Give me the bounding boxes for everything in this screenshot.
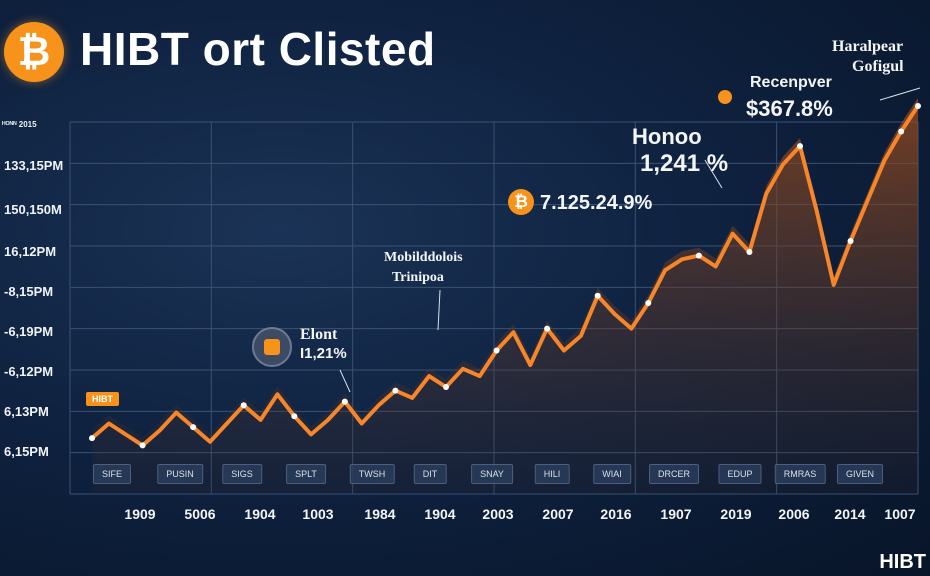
category-chip: TWSH [349,464,395,484]
coin-icon [718,90,732,104]
annotation-label: $367.8% [746,96,833,121]
x-tick-label: 2003 [482,506,514,522]
x-tick-label: 1003 [302,506,334,522]
y-tick-label: -6,19PM [4,324,54,339]
data-point [190,424,197,431]
category-chip: SIGS [222,464,262,484]
annotation-leader-line [339,369,351,393]
avatar [252,327,292,367]
category-chip: RMRAS [774,464,826,484]
bitcoin-logo-icon: ₿ [4,22,64,82]
annotation-label: 1,241 % [640,150,729,177]
x-tick-label: 2016 [600,506,632,522]
x-tick-label: 1904 [424,506,456,522]
data-point [898,128,905,135]
data-point [139,442,146,449]
data-point [392,387,399,394]
x-tick-label: 5006 [184,506,216,522]
x-tick-label: 1904 [244,506,276,522]
annotation-leader-line [437,289,441,331]
data-point [341,398,348,405]
data-point [695,252,702,259]
category-chip: SIFE [92,464,132,484]
hibt-tag: HIBT [86,392,119,406]
coin-icon [264,339,280,355]
annotation-label: Gofigul [852,58,904,75]
x-tick-label: 1909 [124,506,156,522]
x-tick-label: 1007 [884,506,916,522]
y-tick-label: -8,15PM [4,284,54,299]
annotation-label: 7.125.24.9% [540,192,653,214]
category-chip: EDUP [718,464,762,484]
annotation-label: Mobilddolois [384,250,463,265]
data-point [915,102,921,109]
annotation-label: Trinipoa [392,270,444,285]
data-point [443,384,449,390]
chart-title: HIBT ort Clisted [80,23,436,75]
y-tick-label: -6,12PM [4,364,54,379]
x-tick-label: 1984 [364,506,396,522]
data-point [645,300,652,307]
category-chip: WIAI [593,464,631,484]
category-chip: GIVEN [836,464,884,484]
series-points [89,102,921,449]
annotation-label: Recenpver [750,74,832,91]
y-tick-label: 16,12PM [4,244,57,259]
brand-watermark: HIBT [879,551,926,573]
x-tick-label: 1907 [660,506,692,522]
bitcoin-icon: ₿ [508,189,534,215]
category-chip: HILI [534,464,570,484]
data-point [847,238,854,244]
annotation-leader-line [879,87,921,101]
series-area [92,97,918,495]
y-top-label: ᴴᴼᴺᴺ 2015 [2,120,37,129]
category-chip: DIT [413,464,447,484]
data-point [544,325,551,332]
annotation-label: Elont [300,326,338,343]
y-tick-label: 6,15PM [4,444,49,459]
category-chip: SNAY [471,464,513,484]
data-point [89,435,95,442]
y-tick-label: 133,15PM [4,158,64,173]
data-point [797,143,803,150]
data-point [291,413,298,420]
data-point [594,292,601,299]
x-tick-label: 2019 [720,506,752,522]
annotation-leader-line [704,159,723,189]
data-point [240,402,247,409]
data-point [746,248,753,255]
category-chip: DRCER [648,464,700,484]
annotation-label: Haralpear [832,38,904,55]
y-tick-label: 150,150M [4,202,62,217]
y-tick-label: 6,13PM [4,404,49,419]
data-point [493,347,500,354]
x-tick-label: 2007 [542,506,574,522]
annotation-label: Honoo [632,124,702,149]
category-chip: SPLT [286,464,326,484]
x-tick-label: 2006 [778,506,810,522]
annotation-label: I1,21% [300,345,347,362]
x-tick-label: 2014 [834,506,866,522]
category-chip: PUSIN [157,464,203,484]
series-line [90,103,920,448]
